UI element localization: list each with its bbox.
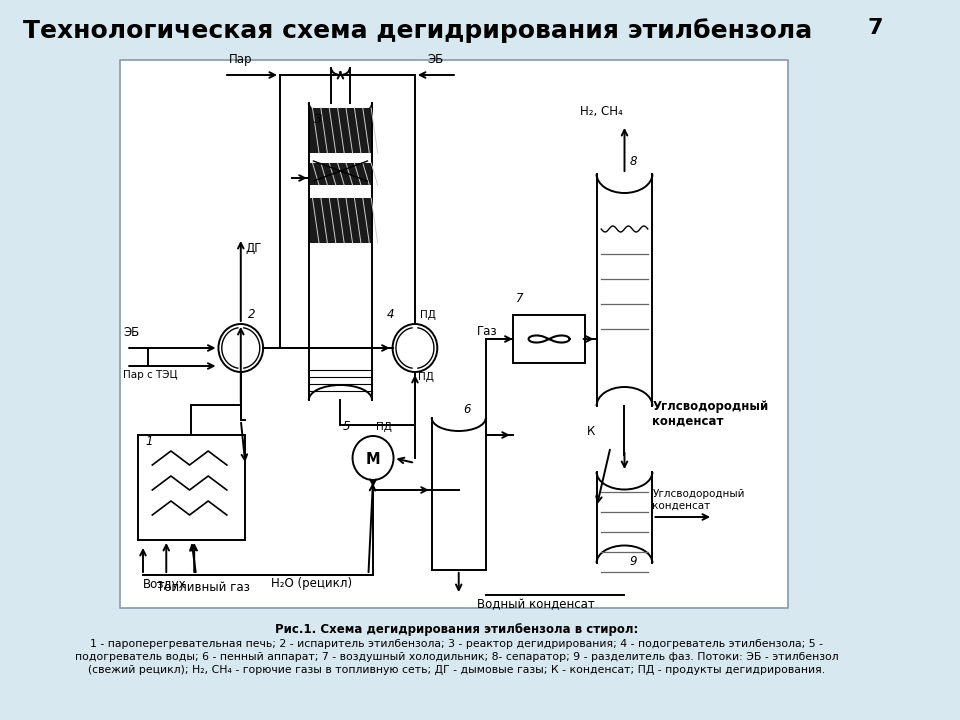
- Circle shape: [352, 436, 394, 480]
- Text: подогреватель воды; 6 - пенный аппарат; 7 - воздушный холодильник; 8- сепаратор;: подогреватель воды; 6 - пенный аппарат; …: [75, 652, 839, 662]
- Text: 7: 7: [516, 292, 523, 305]
- Text: 3: 3: [314, 113, 323, 126]
- Bar: [120, 60, 788, 608]
- Text: Н₂, СН₄: Н₂, СН₄: [580, 105, 622, 118]
- Text: 8: 8: [629, 155, 636, 168]
- Text: Технологическая схема дегидрирования этилбензола: Технологическая схема дегидрирования эти…: [23, 18, 812, 42]
- Text: Пар с ТЭЦ: Пар с ТЭЦ: [124, 370, 178, 380]
- Circle shape: [219, 324, 263, 372]
- Text: 7: 7: [868, 18, 883, 38]
- Bar: [513, 315, 586, 363]
- Text: Воздух: Воздух: [143, 578, 186, 591]
- Text: Пар: Пар: [228, 53, 252, 66]
- Text: 1 - пароперегревательная печь; 2 - испаритель этилбензола; 3 - реактор дегидриро: 1 - пароперегревательная печь; 2 - испар…: [90, 639, 824, 649]
- Text: 4: 4: [387, 308, 395, 321]
- Text: ДГ: ДГ: [246, 242, 262, 255]
- Text: (свежий рецикл); Н₂, СН₄ - горючие газы в топливную сеть; ДГ - дымовые газы; К -: (свежий рецикл); Н₂, СН₄ - горючие газы …: [88, 665, 826, 675]
- Text: 2: 2: [249, 308, 255, 321]
- Text: Газ: Газ: [477, 325, 498, 338]
- Circle shape: [393, 324, 438, 372]
- Text: ЭБ: ЭБ: [427, 53, 444, 66]
- Text: ПД: ПД: [418, 372, 434, 382]
- Text: ПД: ПД: [420, 310, 436, 320]
- Text: М: М: [366, 451, 380, 467]
- Text: Углсводородный
конденсат: Углсводородный конденсат: [653, 400, 769, 428]
- Text: 6: 6: [464, 403, 470, 416]
- Text: 5: 5: [344, 420, 350, 433]
- Bar: [309, 163, 372, 185]
- Text: ПД: ПД: [375, 422, 392, 432]
- Text: 1: 1: [146, 435, 154, 448]
- Text: Н₂О (рецикл): Н₂О (рецикл): [271, 577, 351, 590]
- Bar: [138, 435, 246, 540]
- Text: Водный конденсат: Водный конденсат: [477, 598, 595, 611]
- Bar: [309, 108, 372, 153]
- Text: Рис.1. Схема дегидрирования этилбензола в стирол:: Рис.1. Схема дегидрирования этилбензола …: [276, 623, 638, 636]
- Text: Углсводородный
конденсат: Углсводородный конденсат: [653, 490, 745, 511]
- Text: К: К: [588, 425, 595, 438]
- Text: ЭБ: ЭБ: [124, 326, 140, 339]
- Bar: [309, 198, 372, 243]
- Text: 9: 9: [629, 555, 636, 568]
- Text: Топливный газ: Топливный газ: [157, 581, 250, 594]
